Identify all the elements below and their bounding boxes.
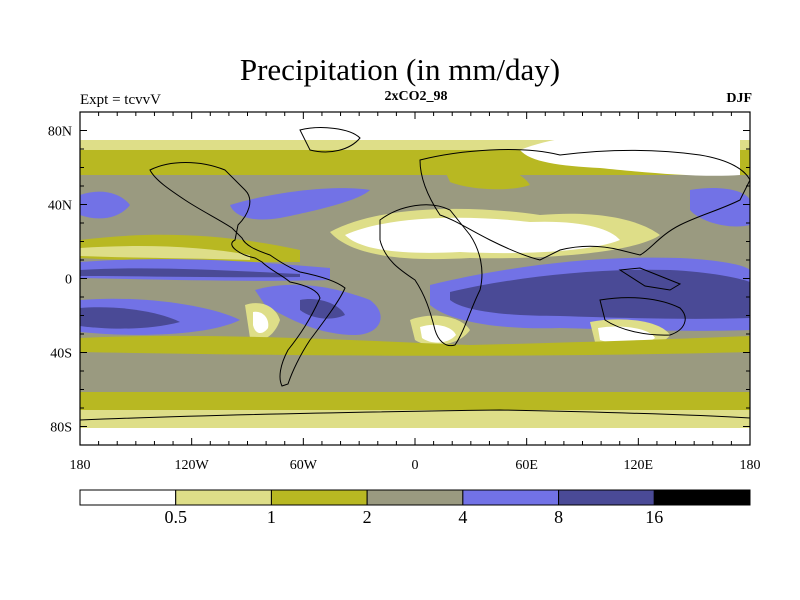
lon-tick-label: 60W — [290, 458, 318, 473]
lon-tick-label: 60E — [515, 458, 538, 473]
colorbar-swatch — [270, 489, 368, 506]
colorbar-swatch — [462, 489, 560, 506]
lon-tick-label: 180 — [70, 458, 91, 473]
latitude-labels: 80N 40N 0 40S 80S — [48, 125, 72, 436]
colorbar-swatch — [366, 489, 464, 506]
coastlines — [80, 127, 750, 421]
colorbar-swatch — [653, 489, 751, 506]
experiment-label: Expt = tcvvV — [80, 92, 161, 108]
colorbar-label: 8 — [554, 507, 563, 527]
longitude-labels: 180 120W 60W 0 60E 120E 180 — [70, 458, 761, 473]
lon-tick-label: 120E — [624, 458, 654, 473]
colorbar-label: 0.5 — [164, 507, 187, 527]
season-label: DJF — [726, 91, 752, 106]
axis-ticks — [79, 112, 751, 445]
lon-tick-label: 120W — [175, 458, 210, 473]
lon-tick-label: 0 — [412, 458, 419, 473]
lon-tick-label: 180 — [740, 458, 761, 473]
colorbar-label: 1 — [267, 507, 276, 527]
precipitation-field — [80, 112, 750, 445]
lat-tick-label: 80N — [48, 125, 72, 140]
colorbar — [79, 489, 751, 506]
map-title: Precipitation (in mm/day) — [239, 52, 561, 87]
run-label: 2xCO2_98 — [384, 89, 448, 104]
lat-tick-label: 80S — [50, 421, 72, 436]
colorbar-label: 2 — [363, 507, 372, 527]
colorbar-labels: 0.5 1 2 4 8 16 — [164, 507, 663, 527]
colorbar-swatch — [79, 489, 177, 506]
colorbar-label: 4 — [458, 507, 467, 527]
lat-tick-label: 40N — [48, 199, 72, 214]
colorbar-swatch — [558, 489, 655, 506]
colorbar-label: 16 — [645, 507, 663, 527]
lat-tick-label: 0 — [65, 273, 72, 288]
lat-tick-label: 40S — [50, 347, 72, 362]
colorbar-swatch — [175, 489, 272, 506]
